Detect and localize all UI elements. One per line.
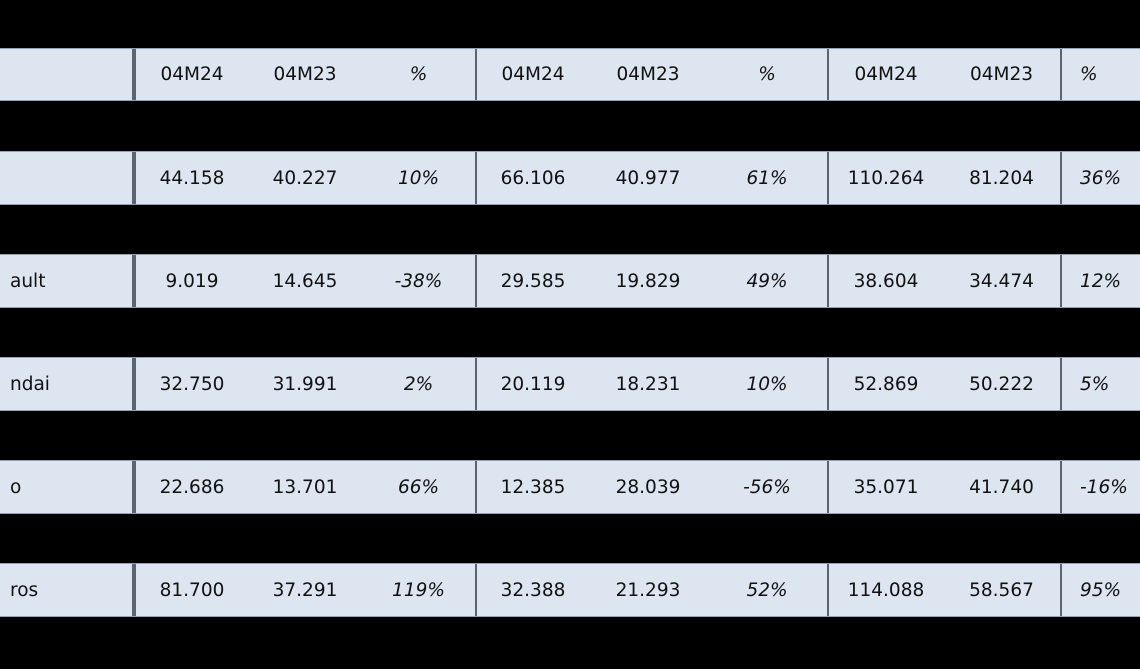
row-label: ros [0,564,134,616]
row-g2-current: 32.388 [475,564,589,616]
row-g3-current: 38.604 [827,255,943,307]
row-g2-change: 61% [746,167,788,189]
row-g2-previous: 28.039 [615,476,681,498]
row-g2-current: 66.106 [475,152,589,204]
header-g1-change: % [409,64,428,85]
header-g3-previous: 04M23 [969,64,1034,85]
row-g1-change: 66% [397,476,440,498]
table-row: ault 9.019 14.645 -38% 29.585 19.829 49%… [0,254,1140,308]
row-g2-change: -56% [743,476,791,498]
table-row: ndai 32.750 31.991 2% 20.119 18.231 10% … [0,357,1140,411]
row-g1-current: 22.686 [134,461,248,513]
row-g2-change: 49% [746,270,788,292]
row-g3-previous: 34.474 [969,270,1034,292]
row-g2-change: 52% [746,579,788,601]
row-label: ault [0,255,134,307]
row-g3-previous: 58.567 [969,579,1034,601]
row-g1-change: 10% [397,167,440,189]
row-g3-change: -16% [1060,461,1140,513]
row-g3-current: 35.071 [827,461,943,513]
row-g2-current: 29.585 [475,255,589,307]
row-g1-previous: 37.291 [272,579,338,601]
row-g1-change: 2% [403,373,434,395]
row-g1-previous: 31.991 [272,373,338,395]
header-g2-change: % [758,64,776,85]
row-g3-current: 114.088 [827,564,943,616]
row-label [0,152,134,204]
header-g3-change: % [1060,49,1140,100]
header-g2-previous: 04M23 [616,64,680,85]
row-g2-current: 20.119 [475,358,589,410]
header-g2-current: 04M24 [475,49,589,100]
row-g1-current: 9.019 [134,255,248,307]
row-label: ndai [0,358,134,410]
row-g2-previous: 40.977 [615,167,681,189]
row-g3-current: 110.264 [827,152,943,204]
row-g3-previous: 50.222 [969,373,1034,395]
row-g2-previous: 19.829 [615,270,681,292]
header-g3-current: 04M24 [827,49,943,100]
table-row: 44.158 40.227 10% 66.106 40.977 61% 110.… [0,151,1140,205]
row-g3-previous: 81.204 [969,167,1034,189]
row-g3-change: 5% [1060,358,1140,410]
header-g1-current: 04M24 [134,49,248,100]
header-label-cell [0,49,134,100]
row-g2-previous: 18.231 [615,373,681,395]
header-g1-previous: 04M23 [273,64,337,85]
row-g2-previous: 21.293 [615,579,681,601]
row-g1-change: -38% [394,270,443,292]
row-label: o [0,461,134,513]
row-g1-previous: 14.645 [272,270,338,292]
row-g1-current: 81.700 [134,564,248,616]
row-g3-change: 12% [1060,255,1140,307]
row-g1-previous: 13.701 [272,476,338,498]
row-g1-change: 119% [392,579,445,601]
row-g1-current: 32.750 [134,358,248,410]
row-g3-change: 95% [1060,564,1140,616]
row-g3-previous: 41.740 [969,476,1034,498]
table-header-row: 04M24 04M23 % 04M24 04M23 % 04M24 04M23 … [0,48,1140,101]
row-g2-current: 12.385 [475,461,589,513]
row-g3-current: 52.869 [827,358,943,410]
table-row: o 22.686 13.701 66% 12.385 28.039 -56% 3… [0,460,1140,514]
row-g1-previous: 40.227 [272,167,338,189]
row-g1-current: 44.158 [134,152,248,204]
table-row: ros 81.700 37.291 119% 32.388 21.293 52%… [0,563,1140,617]
row-g3-change: 36% [1060,152,1140,204]
row-g2-change: 10% [746,373,788,395]
